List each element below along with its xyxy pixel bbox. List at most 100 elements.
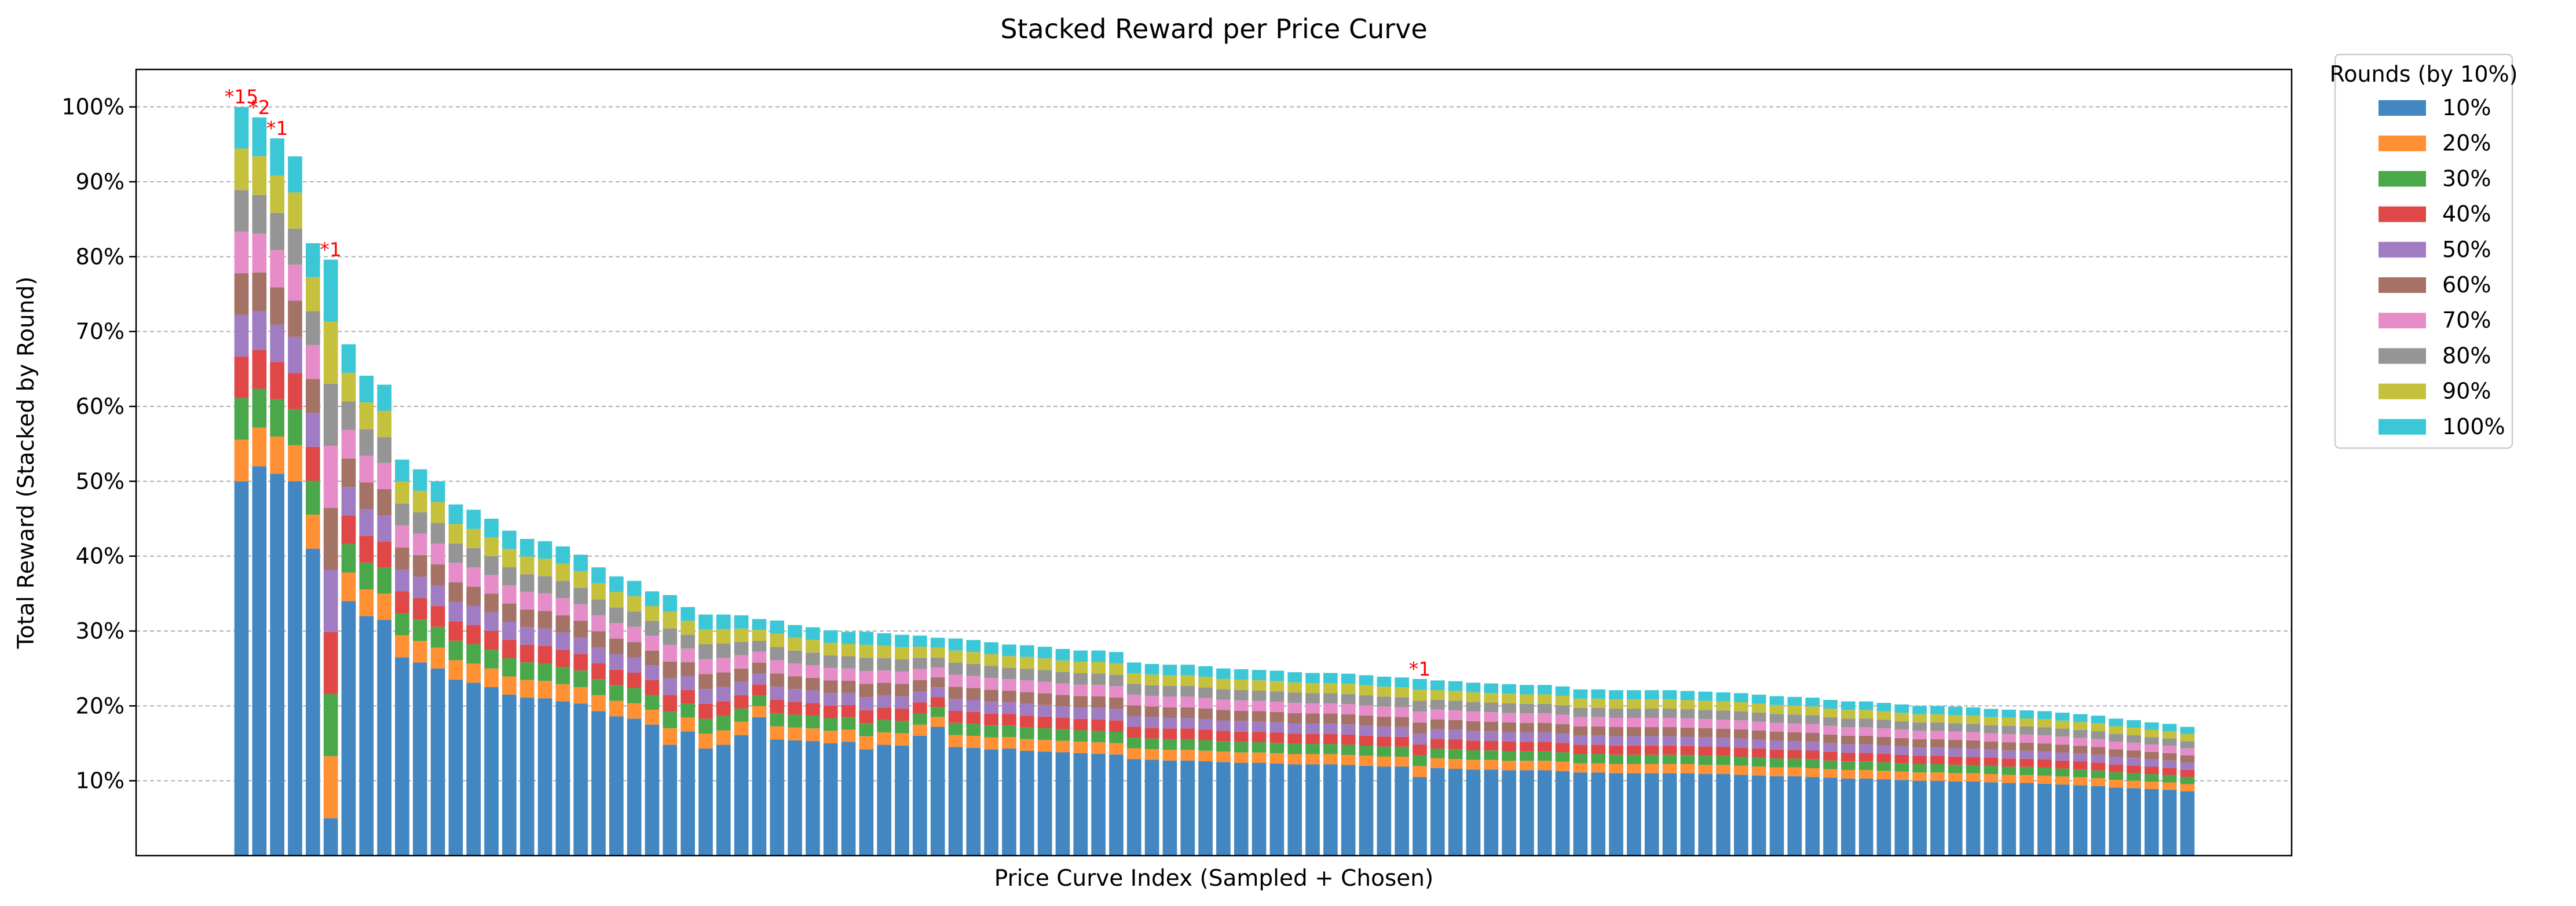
bar-segment bbox=[1698, 691, 1713, 701]
bar-segment bbox=[484, 668, 499, 687]
bar-segment bbox=[1341, 704, 1356, 714]
bar-segment bbox=[484, 593, 499, 612]
bar-stack bbox=[2127, 720, 2141, 856]
bar-segment bbox=[1769, 714, 1784, 723]
bar-segment bbox=[1555, 752, 1570, 762]
bar-segment bbox=[1894, 754, 1909, 764]
bar-segment bbox=[1609, 773, 1623, 856]
bar-segment bbox=[555, 684, 570, 702]
bar-segment bbox=[1020, 716, 1034, 728]
bar-segment bbox=[1520, 770, 1534, 856]
bar-segment bbox=[1644, 736, 1659, 746]
bar-segment bbox=[359, 616, 374, 856]
bar-segment bbox=[627, 642, 642, 658]
bar-stack bbox=[1930, 706, 1945, 856]
bar-segment bbox=[2001, 742, 2017, 751]
bar-segment bbox=[663, 678, 678, 695]
bar-segment bbox=[609, 700, 624, 717]
bar-segment bbox=[1751, 749, 1766, 758]
bar-segment bbox=[412, 490, 427, 512]
bar-segment bbox=[1912, 714, 1927, 723]
bar-segment bbox=[466, 548, 481, 568]
bar-segment bbox=[484, 537, 499, 556]
bar-segment bbox=[412, 512, 427, 534]
bar-stack bbox=[1448, 681, 1463, 856]
bar-segment bbox=[1769, 732, 1784, 741]
bar-segment bbox=[1002, 691, 1016, 703]
bar-segment bbox=[1680, 709, 1695, 718]
bar-segment bbox=[1805, 750, 1820, 760]
bar-stack bbox=[448, 504, 463, 856]
bar-segment bbox=[1662, 754, 1677, 764]
bar-segment bbox=[627, 688, 642, 703]
bar-segment bbox=[1573, 698, 1588, 708]
bar-segment bbox=[1323, 673, 1338, 683]
bar-segment bbox=[1823, 699, 1838, 709]
bar-segment bbox=[412, 662, 427, 856]
bar-segment bbox=[1502, 713, 1516, 722]
bar-stack bbox=[1858, 701, 1874, 856]
bar-segment bbox=[1448, 720, 1463, 730]
bar-segment bbox=[984, 725, 999, 738]
bar-segment bbox=[1769, 740, 1784, 750]
bar-segment bbox=[2162, 760, 2177, 768]
bar-segment bbox=[2109, 764, 2124, 772]
bar-segment bbox=[680, 676, 695, 690]
bar-segment bbox=[1162, 750, 1177, 761]
bar-segment bbox=[1591, 698, 1606, 708]
bar-stack bbox=[1126, 662, 1141, 856]
bar-segment bbox=[1126, 684, 1141, 695]
bar-segment bbox=[1894, 746, 1909, 755]
bar-segment bbox=[788, 714, 802, 728]
bar-segment bbox=[395, 591, 409, 614]
bar-segment bbox=[1930, 739, 1945, 748]
bar-segment bbox=[537, 541, 552, 559]
bar-segment bbox=[1609, 736, 1623, 746]
bar-segment bbox=[1252, 742, 1267, 753]
bar-segment bbox=[1341, 684, 1356, 694]
bar-segment bbox=[698, 749, 713, 856]
bar-segment bbox=[1377, 727, 1392, 737]
bar-segment bbox=[984, 678, 999, 690]
bar-segment bbox=[448, 660, 463, 680]
bar-segment bbox=[2109, 749, 2124, 757]
bar-segment bbox=[1751, 739, 1766, 749]
bar-segment bbox=[341, 601, 356, 856]
bar-annotation: *1 bbox=[266, 117, 288, 140]
bar-segment bbox=[1520, 694, 1534, 704]
bar-segment bbox=[1234, 669, 1249, 680]
bar-segment bbox=[1162, 696, 1177, 707]
bar-segment bbox=[1180, 696, 1195, 707]
bar-segment bbox=[2073, 785, 2088, 856]
bar-segment bbox=[1180, 739, 1195, 750]
bar-segment bbox=[1644, 773, 1659, 856]
bar-segment bbox=[698, 659, 713, 674]
bar-segment bbox=[770, 713, 785, 727]
bar-segment bbox=[1466, 692, 1481, 702]
bar-stack bbox=[788, 625, 802, 856]
bar-segment bbox=[1627, 736, 1641, 746]
bar-segment bbox=[1858, 701, 1874, 710]
bar-segment bbox=[1966, 724, 1981, 732]
bar-segment bbox=[1894, 780, 1909, 856]
bar-segment bbox=[734, 615, 749, 629]
bar-segment bbox=[1948, 748, 1963, 757]
bar-segment bbox=[1305, 764, 1320, 856]
bar-segment bbox=[1359, 765, 1374, 856]
bar-segment bbox=[1198, 729, 1213, 740]
bar-segment bbox=[1930, 714, 1945, 723]
bar-segment bbox=[1430, 719, 1445, 729]
bar-segment bbox=[806, 652, 820, 666]
bar-stack bbox=[1466, 683, 1481, 856]
bar-segment bbox=[609, 623, 624, 639]
bar-segment bbox=[1948, 715, 1963, 724]
bar-segment bbox=[591, 583, 606, 600]
bar-segment bbox=[859, 658, 874, 671]
bar-segment bbox=[1984, 782, 1999, 856]
bar-segment bbox=[1287, 754, 1302, 765]
bar-segment bbox=[1037, 728, 1052, 740]
bar-segment bbox=[537, 663, 552, 681]
legend-entry: 100% bbox=[2442, 414, 2505, 439]
bar-segment bbox=[770, 620, 785, 634]
bar-stack bbox=[1323, 673, 1338, 856]
